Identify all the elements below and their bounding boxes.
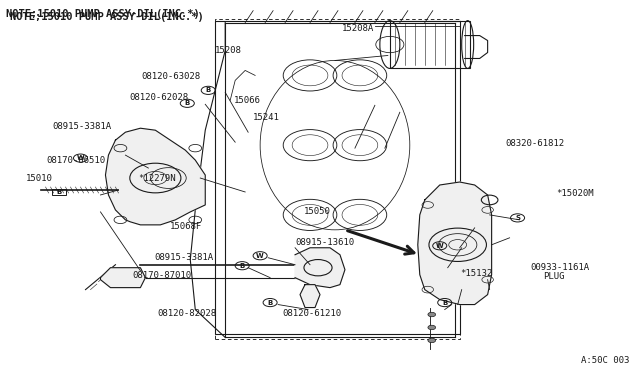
Bar bbox=[215, 20, 460, 334]
Text: W: W bbox=[256, 253, 264, 259]
Text: 08120-82028: 08120-82028 bbox=[158, 310, 217, 318]
Text: 08170-87010: 08170-87010 bbox=[132, 271, 191, 280]
Text: 08120-62028: 08120-62028 bbox=[129, 93, 188, 102]
Bar bbox=[390, 20, 470, 68]
Text: B: B bbox=[56, 189, 61, 195]
Text: *15132: *15132 bbox=[461, 269, 493, 278]
Text: 08915-13610: 08915-13610 bbox=[295, 238, 354, 247]
Text: B: B bbox=[442, 299, 447, 305]
Text: 08120-63028: 08120-63028 bbox=[142, 72, 201, 81]
Text: 00933-1161A: 00933-1161A bbox=[531, 263, 590, 272]
Circle shape bbox=[428, 312, 436, 317]
Polygon shape bbox=[106, 128, 205, 225]
Polygon shape bbox=[300, 285, 320, 308]
Text: 15208: 15208 bbox=[214, 46, 241, 55]
Text: 15050: 15050 bbox=[304, 208, 331, 217]
Text: NOTE;15010 PUMP ASSY-DIL(INC.*): NOTE;15010 PUMP ASSY-DIL(INC.*) bbox=[10, 12, 204, 22]
Text: W: W bbox=[436, 243, 444, 249]
Text: B: B bbox=[268, 299, 273, 305]
Text: NOTE;15010 PUMP ASSY-DIL(INC.*): NOTE;15010 PUMP ASSY-DIL(INC.*) bbox=[6, 9, 200, 19]
Text: S: S bbox=[515, 215, 520, 221]
Circle shape bbox=[428, 325, 436, 330]
Text: B: B bbox=[205, 87, 211, 93]
Text: A:50C 003: A:50C 003 bbox=[581, 356, 630, 365]
Text: 08915-3381A: 08915-3381A bbox=[155, 253, 214, 262]
Text: 08120-61210: 08120-61210 bbox=[282, 310, 342, 318]
Text: 15068F: 15068F bbox=[170, 222, 202, 231]
Text: 08170-86510: 08170-86510 bbox=[46, 156, 105, 165]
Text: W: W bbox=[77, 155, 84, 161]
Text: *12279N: *12279N bbox=[138, 174, 175, 183]
Polygon shape bbox=[295, 248, 345, 288]
Text: B: B bbox=[185, 100, 190, 106]
Text: B: B bbox=[239, 263, 244, 269]
Text: 08915-3381A: 08915-3381A bbox=[52, 122, 111, 131]
Text: *15020M: *15020M bbox=[556, 189, 594, 198]
Text: PLUG: PLUG bbox=[543, 272, 565, 281]
Text: 15241: 15241 bbox=[253, 113, 280, 122]
Polygon shape bbox=[100, 268, 145, 288]
Text: 15010: 15010 bbox=[26, 174, 53, 183]
Text: 08320-61812: 08320-61812 bbox=[506, 139, 565, 148]
Text: 15066: 15066 bbox=[234, 96, 260, 105]
Polygon shape bbox=[418, 182, 492, 305]
Text: 15208A: 15208A bbox=[342, 24, 374, 33]
Circle shape bbox=[428, 338, 436, 343]
